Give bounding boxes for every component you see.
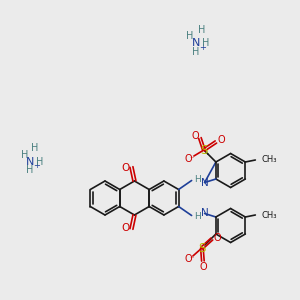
Text: N: N xyxy=(201,178,208,188)
Text: O: O xyxy=(191,131,199,141)
Text: O: O xyxy=(199,262,207,272)
Text: S: S xyxy=(198,242,206,254)
Text: ⁻: ⁻ xyxy=(190,254,194,263)
Text: ⁻: ⁻ xyxy=(190,154,194,164)
Text: N: N xyxy=(26,157,34,167)
Text: CH₃: CH₃ xyxy=(261,155,277,164)
Text: N: N xyxy=(201,208,208,218)
Text: CH₃: CH₃ xyxy=(261,211,277,220)
Text: O: O xyxy=(184,254,192,264)
Text: H: H xyxy=(186,31,194,41)
Text: O: O xyxy=(121,163,130,173)
Text: S: S xyxy=(200,143,208,157)
Text: H: H xyxy=(195,175,201,184)
Text: N: N xyxy=(192,38,200,48)
Text: H: H xyxy=(21,150,29,160)
Text: H: H xyxy=(195,212,201,221)
Text: H: H xyxy=(192,47,200,57)
Text: O: O xyxy=(121,223,130,233)
Text: O: O xyxy=(213,233,221,243)
Text: O: O xyxy=(217,135,225,145)
Text: H: H xyxy=(36,157,44,167)
Text: H: H xyxy=(26,165,34,175)
Text: H: H xyxy=(202,38,210,48)
Text: H: H xyxy=(198,25,206,35)
Text: O: O xyxy=(184,154,192,164)
Text: +: + xyxy=(200,43,206,52)
Text: +: + xyxy=(34,161,40,170)
Text: H: H xyxy=(31,143,39,153)
